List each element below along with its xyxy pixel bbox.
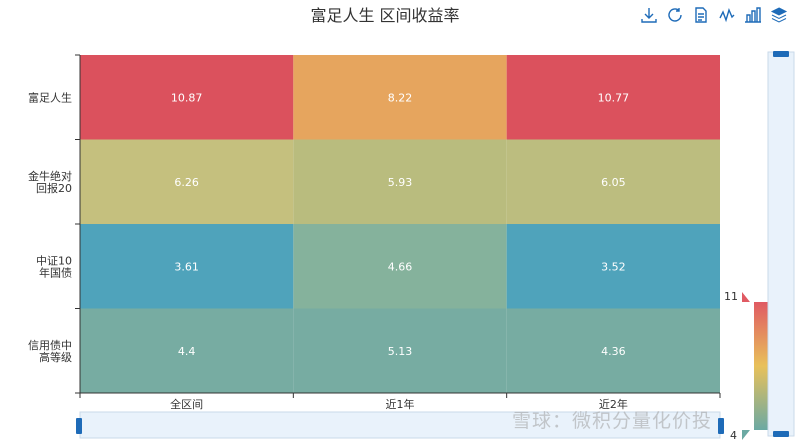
x-datazoom-handle-right[interactable] xyxy=(718,418,724,434)
x-axis-tick-label: 全区间 xyxy=(170,397,203,411)
y-axis-tick-label: 信用债中 xyxy=(28,338,72,352)
heatmap-cell[interactable] xyxy=(80,308,294,394)
heatmap-cell[interactable] xyxy=(293,139,507,225)
heatmap-cell[interactable] xyxy=(80,139,294,225)
cell-value-label: 3.52 xyxy=(601,260,626,273)
cell-value-label: 8.22 xyxy=(388,91,413,104)
y-datazoom-handle-top[interactable] xyxy=(773,51,789,57)
y-axis-tick-label: 富足人生 xyxy=(28,90,72,104)
cell-value-label: 6.05 xyxy=(601,176,626,189)
x-axis-tick-label: 近2年 xyxy=(599,397,628,411)
y-axis-tick-label: 年国债 xyxy=(39,265,72,279)
watermark: 雪球：微积分量化价投 xyxy=(512,410,713,432)
heatmap-cell[interactable] xyxy=(80,224,294,309)
cell-value-label: 10.87 xyxy=(171,91,203,104)
cell-value-label: 4.4 xyxy=(178,345,196,358)
cell-value-label: 5.93 xyxy=(388,176,413,189)
heatmap-cell[interactable] xyxy=(506,139,720,225)
stack-icon[interactable] xyxy=(770,6,788,24)
cell-value-label: 4.36 xyxy=(601,345,626,358)
x-axis-tick-label: 近1年 xyxy=(386,397,415,411)
y-axis-tick-label: 中证10 xyxy=(36,254,72,267)
heatmap-cell[interactable] xyxy=(293,224,507,309)
data-view-icon[interactable] xyxy=(692,6,710,24)
visual-map-max-label: 11 xyxy=(724,290,738,303)
x-datazoom-handle-left[interactable] xyxy=(76,418,82,434)
heatmap-cell[interactable] xyxy=(293,55,507,140)
cell-value-label: 5.13 xyxy=(388,345,413,358)
line-chart-icon[interactable] xyxy=(718,6,736,24)
download-icon[interactable] xyxy=(640,6,658,24)
cell-value-label: 3.61 xyxy=(174,260,199,273)
heatmap-cell[interactable] xyxy=(80,55,294,140)
y-datazoom-handle-bottom[interactable] xyxy=(773,431,789,437)
heatmap-cell[interactable] xyxy=(506,224,720,309)
cell-value-label: 6.26 xyxy=(174,176,199,189)
y-axis-tick-label: 高等级 xyxy=(39,350,72,364)
toolbox xyxy=(640,6,788,24)
y-axis-tick-label: 金牛绝对 xyxy=(28,169,72,183)
chart-title: 富足人生 区间收益率 xyxy=(310,6,460,25)
refresh-icon[interactable] xyxy=(666,6,684,24)
heatmap-cell[interactable] xyxy=(293,308,507,394)
bar-chart-icon[interactable] xyxy=(744,6,762,24)
visual-map-min-label: 4 xyxy=(730,429,737,442)
y-axis-tick-label: 回报20 xyxy=(36,181,72,195)
heatmap-cell[interactable] xyxy=(506,308,720,394)
y-datazoom-slider[interactable] xyxy=(767,51,795,437)
cell-value-label: 10.77 xyxy=(598,91,630,104)
cell-value-label: 4.66 xyxy=(388,260,413,273)
heatmap-cell[interactable] xyxy=(506,55,720,140)
visual-map-handle-top[interactable] xyxy=(742,292,750,302)
visual-map-handle-bottom[interactable] xyxy=(742,430,750,440)
